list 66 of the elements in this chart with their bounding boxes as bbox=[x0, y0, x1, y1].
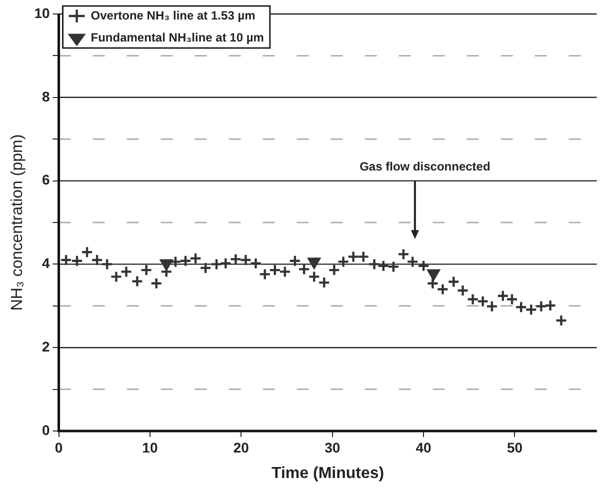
point bbox=[555, 314, 568, 327]
point bbox=[308, 270, 320, 283]
point bbox=[515, 301, 528, 314]
point bbox=[179, 254, 192, 267]
point bbox=[120, 266, 132, 278]
x-tick-label: 10 bbox=[142, 439, 158, 456]
point bbox=[368, 258, 380, 270]
point bbox=[220, 257, 232, 270]
point bbox=[377, 260, 390, 272]
point bbox=[70, 254, 84, 267]
point bbox=[80, 246, 94, 258]
point bbox=[268, 264, 281, 276]
y-tick-label: 0 bbox=[42, 422, 50, 438]
point bbox=[318, 276, 330, 289]
point bbox=[288, 254, 302, 267]
y-tick-label: 6 bbox=[42, 172, 50, 188]
x-tick-label: 40 bbox=[416, 439, 432, 456]
point bbox=[406, 256, 419, 268]
y-tick-label: 10 bbox=[34, 4, 50, 21]
y-tick-label: 4 bbox=[42, 255, 50, 272]
legend-label: Fundamental NH₃line at 10 µm bbox=[90, 30, 264, 44]
point bbox=[101, 258, 114, 270]
point bbox=[258, 268, 271, 280]
x-tick-label: 0 bbox=[54, 439, 63, 456]
point bbox=[436, 283, 449, 296]
point bbox=[496, 290, 509, 302]
point bbox=[337, 256, 350, 268]
x-tick-label: 30 bbox=[324, 439, 340, 456]
point bbox=[140, 264, 152, 276]
point bbox=[189, 252, 202, 264]
point bbox=[347, 250, 360, 263]
annotation: Gas flow disconnected bbox=[360, 159, 490, 174]
point bbox=[525, 304, 538, 316]
point bbox=[387, 260, 400, 273]
point bbox=[60, 254, 72, 266]
point bbox=[506, 293, 518, 306]
x-tick-label: 20 bbox=[233, 439, 250, 456]
point bbox=[131, 275, 144, 288]
point bbox=[357, 250, 370, 263]
point bbox=[544, 299, 556, 312]
point bbox=[456, 284, 469, 297]
y-axis-title: NH₃ concentration (ppm) bbox=[9, 134, 26, 311]
point bbox=[417, 260, 430, 272]
point bbox=[298, 263, 310, 276]
point bbox=[110, 270, 122, 283]
x-axis-title: Time (Minutes) bbox=[271, 464, 384, 482]
x-tick-label: 50 bbox=[506, 439, 523, 456]
point bbox=[278, 266, 292, 278]
point bbox=[466, 293, 479, 306]
y-tick-label: 2 bbox=[42, 338, 50, 354]
point bbox=[427, 269, 440, 280]
point bbox=[199, 262, 212, 274]
point bbox=[426, 277, 439, 290]
point bbox=[150, 277, 162, 290]
point bbox=[448, 276, 460, 288]
y-tick-label: 8 bbox=[42, 88, 50, 104]
point bbox=[210, 258, 223, 270]
point bbox=[90, 254, 104, 266]
point bbox=[535, 300, 548, 312]
point bbox=[328, 264, 340, 276]
point bbox=[308, 258, 320, 269]
point bbox=[240, 254, 252, 266]
point bbox=[230, 253, 242, 266]
point bbox=[397, 248, 410, 260]
legend-label: Overtone NH₃ line at 1.53 µm bbox=[90, 8, 256, 22]
point bbox=[250, 257, 262, 270]
